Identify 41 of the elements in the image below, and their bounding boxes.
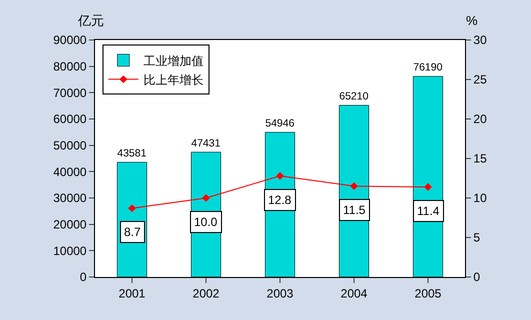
point	[350, 182, 358, 190]
point	[424, 183, 432, 191]
y2-tick-label: 15	[473, 152, 488, 166]
y-tick-label: 10000	[53, 244, 87, 258]
x-tick-label: 2004	[340, 286, 368, 300]
y-tick-label: 80000	[53, 60, 87, 74]
x-tick-label: 2002	[192, 286, 220, 300]
data-label: 12.8	[268, 193, 292, 207]
x-tick-label: 2005	[414, 286, 442, 300]
point	[202, 194, 210, 202]
y-tick-label: 40000	[53, 164, 87, 179]
data-label: 65210	[339, 90, 369, 103]
data-label: 11.5	[343, 203, 366, 217]
y-tick-label: 20000	[53, 218, 87, 232]
y-tick-label: 0	[80, 270, 87, 284]
data-label: 8.7	[124, 225, 142, 239]
y-tick-label: 60000	[53, 112, 87, 126]
legend-label: 比上年增长	[143, 72, 204, 87]
y-tick-label: 50000	[53, 138, 87, 153]
point	[128, 204, 136, 212]
y2-tick-label: 0	[473, 270, 480, 284]
point	[276, 172, 284, 180]
data-label: 76190	[413, 62, 443, 74]
x-tick-label: 2001	[118, 286, 146, 300]
y2-tick-label: 5	[473, 230, 480, 245]
y-tick-label: 90000	[53, 33, 87, 48]
data-label: 10.0	[194, 215, 218, 229]
y2-tick-label: 10	[473, 191, 488, 206]
data-label: 54946	[265, 118, 295, 130]
data-label: 43581	[117, 148, 147, 160]
y2-tick-label: 25	[473, 72, 488, 87]
y-tick-label: 30000	[53, 191, 87, 206]
y-tick-label: 70000	[53, 86, 87, 100]
legend-label: 工业增加值	[143, 54, 204, 68]
data-label: 47431	[191, 137, 221, 150]
y2-axis-title: %	[466, 13, 478, 28]
y-axis-title: 亿元	[77, 13, 104, 28]
y2-tick-label: 20	[473, 112, 488, 126]
data-label: 11.4	[417, 204, 440, 218]
y2-tick-label: 30	[473, 33, 488, 48]
x-tick-label: 2003	[266, 286, 294, 300]
